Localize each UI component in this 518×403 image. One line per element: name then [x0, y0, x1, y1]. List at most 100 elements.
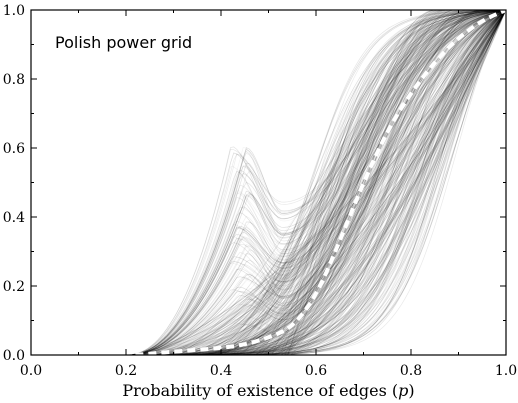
ensemble-series-line [125, 9, 506, 356]
ensemble-series-line [126, 9, 507, 356]
ensemble-series-line [125, 9, 506, 356]
ensemble-series-line [125, 9, 506, 356]
ensemble-series-line [126, 9, 507, 356]
x-tick-label: 0.6 [305, 363, 327, 379]
ensemble-series-line [126, 9, 506, 356]
ensemble-series-line [126, 9, 507, 356]
ensemble-series-line [126, 9, 507, 356]
ensemble-series-line [126, 9, 507, 356]
ensemble-series-line [125, 9, 506, 356]
y-tick-label: 0.6 [3, 141, 25, 157]
ensemble-series-line [126, 9, 507, 356]
ensemble-series-line [126, 9, 507, 356]
ensemble-series-line [125, 9, 506, 356]
ensemble-series-line [126, 9, 506, 356]
ensemble-series-line [126, 9, 507, 356]
ensemble-series-line [126, 9, 507, 356]
ensemble-series-line [126, 9, 507, 356]
ensemble-series-line [126, 9, 506, 356]
ensemble-series-line [126, 9, 507, 356]
ensemble-series-line [125, 9, 506, 356]
ensemble-series-line [125, 9, 506, 356]
ensemble-series-line [126, 9, 507, 356]
ensemble-series-line [126, 9, 506, 356]
ensemble-series-line [126, 9, 507, 356]
ensemble-series-line [126, 9, 506, 356]
ensemble-series-line [126, 9, 506, 356]
ensemble-series-line [126, 9, 507, 356]
ensemble-series-line [126, 9, 506, 356]
ensemble-series-line [126, 9, 506, 356]
ensemble-series-line [125, 9, 506, 356]
ensemble-series-line [125, 9, 507, 356]
ensemble-series-line [126, 9, 507, 356]
ensemble-series-line [126, 9, 507, 356]
ensemble-series-line [126, 9, 507, 356]
ensemble-series-line [126, 9, 507, 356]
ensemble-series-line [126, 9, 507, 356]
ensemble-series-line [126, 9, 507, 356]
x-tick-label: 0.0 [20, 363, 42, 379]
ensemble-series-line [125, 9, 506, 356]
ensemble-series-line [126, 9, 506, 356]
ensemble-series-line [126, 9, 507, 356]
ensemble-series-line [126, 9, 507, 356]
ensemble-series-line [125, 9, 506, 356]
ensemble-series-line [126, 9, 506, 356]
y-tick-label: 0.8 [3, 72, 25, 88]
ensemble-series-line [126, 9, 507, 356]
ensemble-series-line [125, 9, 506, 356]
ensemble-series-line [126, 9, 507, 356]
ensemble-series-line [126, 9, 507, 356]
ensemble-series-line [126, 9, 507, 356]
ensemble-series-line [126, 9, 507, 356]
ensemble-series-line [126, 9, 507, 356]
ensemble-series-line [126, 9, 506, 356]
ensemble-series-line [126, 9, 507, 356]
ensemble-series-line [125, 9, 506, 356]
ensemble-series-line [126, 9, 506, 356]
ensemble-series-line [125, 9, 506, 356]
x-axis-label: Probability of existence of edges (p) [122, 381, 414, 400]
ensemble-series-line [126, 9, 506, 356]
ensemble-series-line [126, 9, 507, 356]
ensemble-series-line [126, 9, 507, 356]
ensemble-series-line [125, 9, 506, 356]
ensemble-series-line [126, 9, 506, 356]
ensemble-series-line [126, 9, 507, 356]
ensemble-series-line [126, 9, 507, 356]
ensemble-series-line [126, 9, 506, 356]
ensemble-series-line [126, 9, 507, 356]
ensemble-series-line [126, 9, 507, 356]
ensemble-series-line [126, 9, 507, 356]
ensemble-series-line [126, 9, 507, 356]
ensemble-series-line [125, 9, 506, 356]
ensemble-series-line [125, 9, 506, 356]
ensemble-series-line [126, 9, 507, 356]
ensemble-series-line [126, 9, 507, 356]
ensemble-series-line [125, 9, 507, 356]
ensemble-series-line [125, 9, 506, 356]
axis-ticks: 0.0 0.2 0.4 0.6 0.8 1.0 0.0 0.2 0.4 0.6 0.8 1.0 [3, 3, 517, 379]
ensemble-series-line [126, 9, 507, 356]
y-tick-label: 0.4 [3, 210, 25, 226]
x-tick-label: 0.8 [400, 363, 422, 379]
x-tick-label: 1.0 [495, 363, 517, 379]
ensemble-series-line [125, 9, 506, 356]
ensemble-series-line [126, 9, 507, 356]
ensemble-series-line [126, 9, 507, 356]
ensemble-series-line [126, 9, 507, 356]
ensemble-series-line [126, 9, 507, 356]
ensemble-series-line [126, 9, 506, 356]
ensemble-series-line [126, 9, 507, 356]
ensemble-series-line [126, 9, 506, 356]
ensemble-curves [125, 9, 507, 356]
ensemble-series-line [126, 9, 507, 356]
ensemble-series-line [126, 9, 507, 356]
ensemble-series-line [126, 9, 507, 356]
ensemble-series-line [126, 9, 507, 356]
ensemble-series-line [125, 9, 506, 356]
ensemble-series-line [126, 9, 507, 356]
ensemble-series-line [126, 9, 507, 356]
